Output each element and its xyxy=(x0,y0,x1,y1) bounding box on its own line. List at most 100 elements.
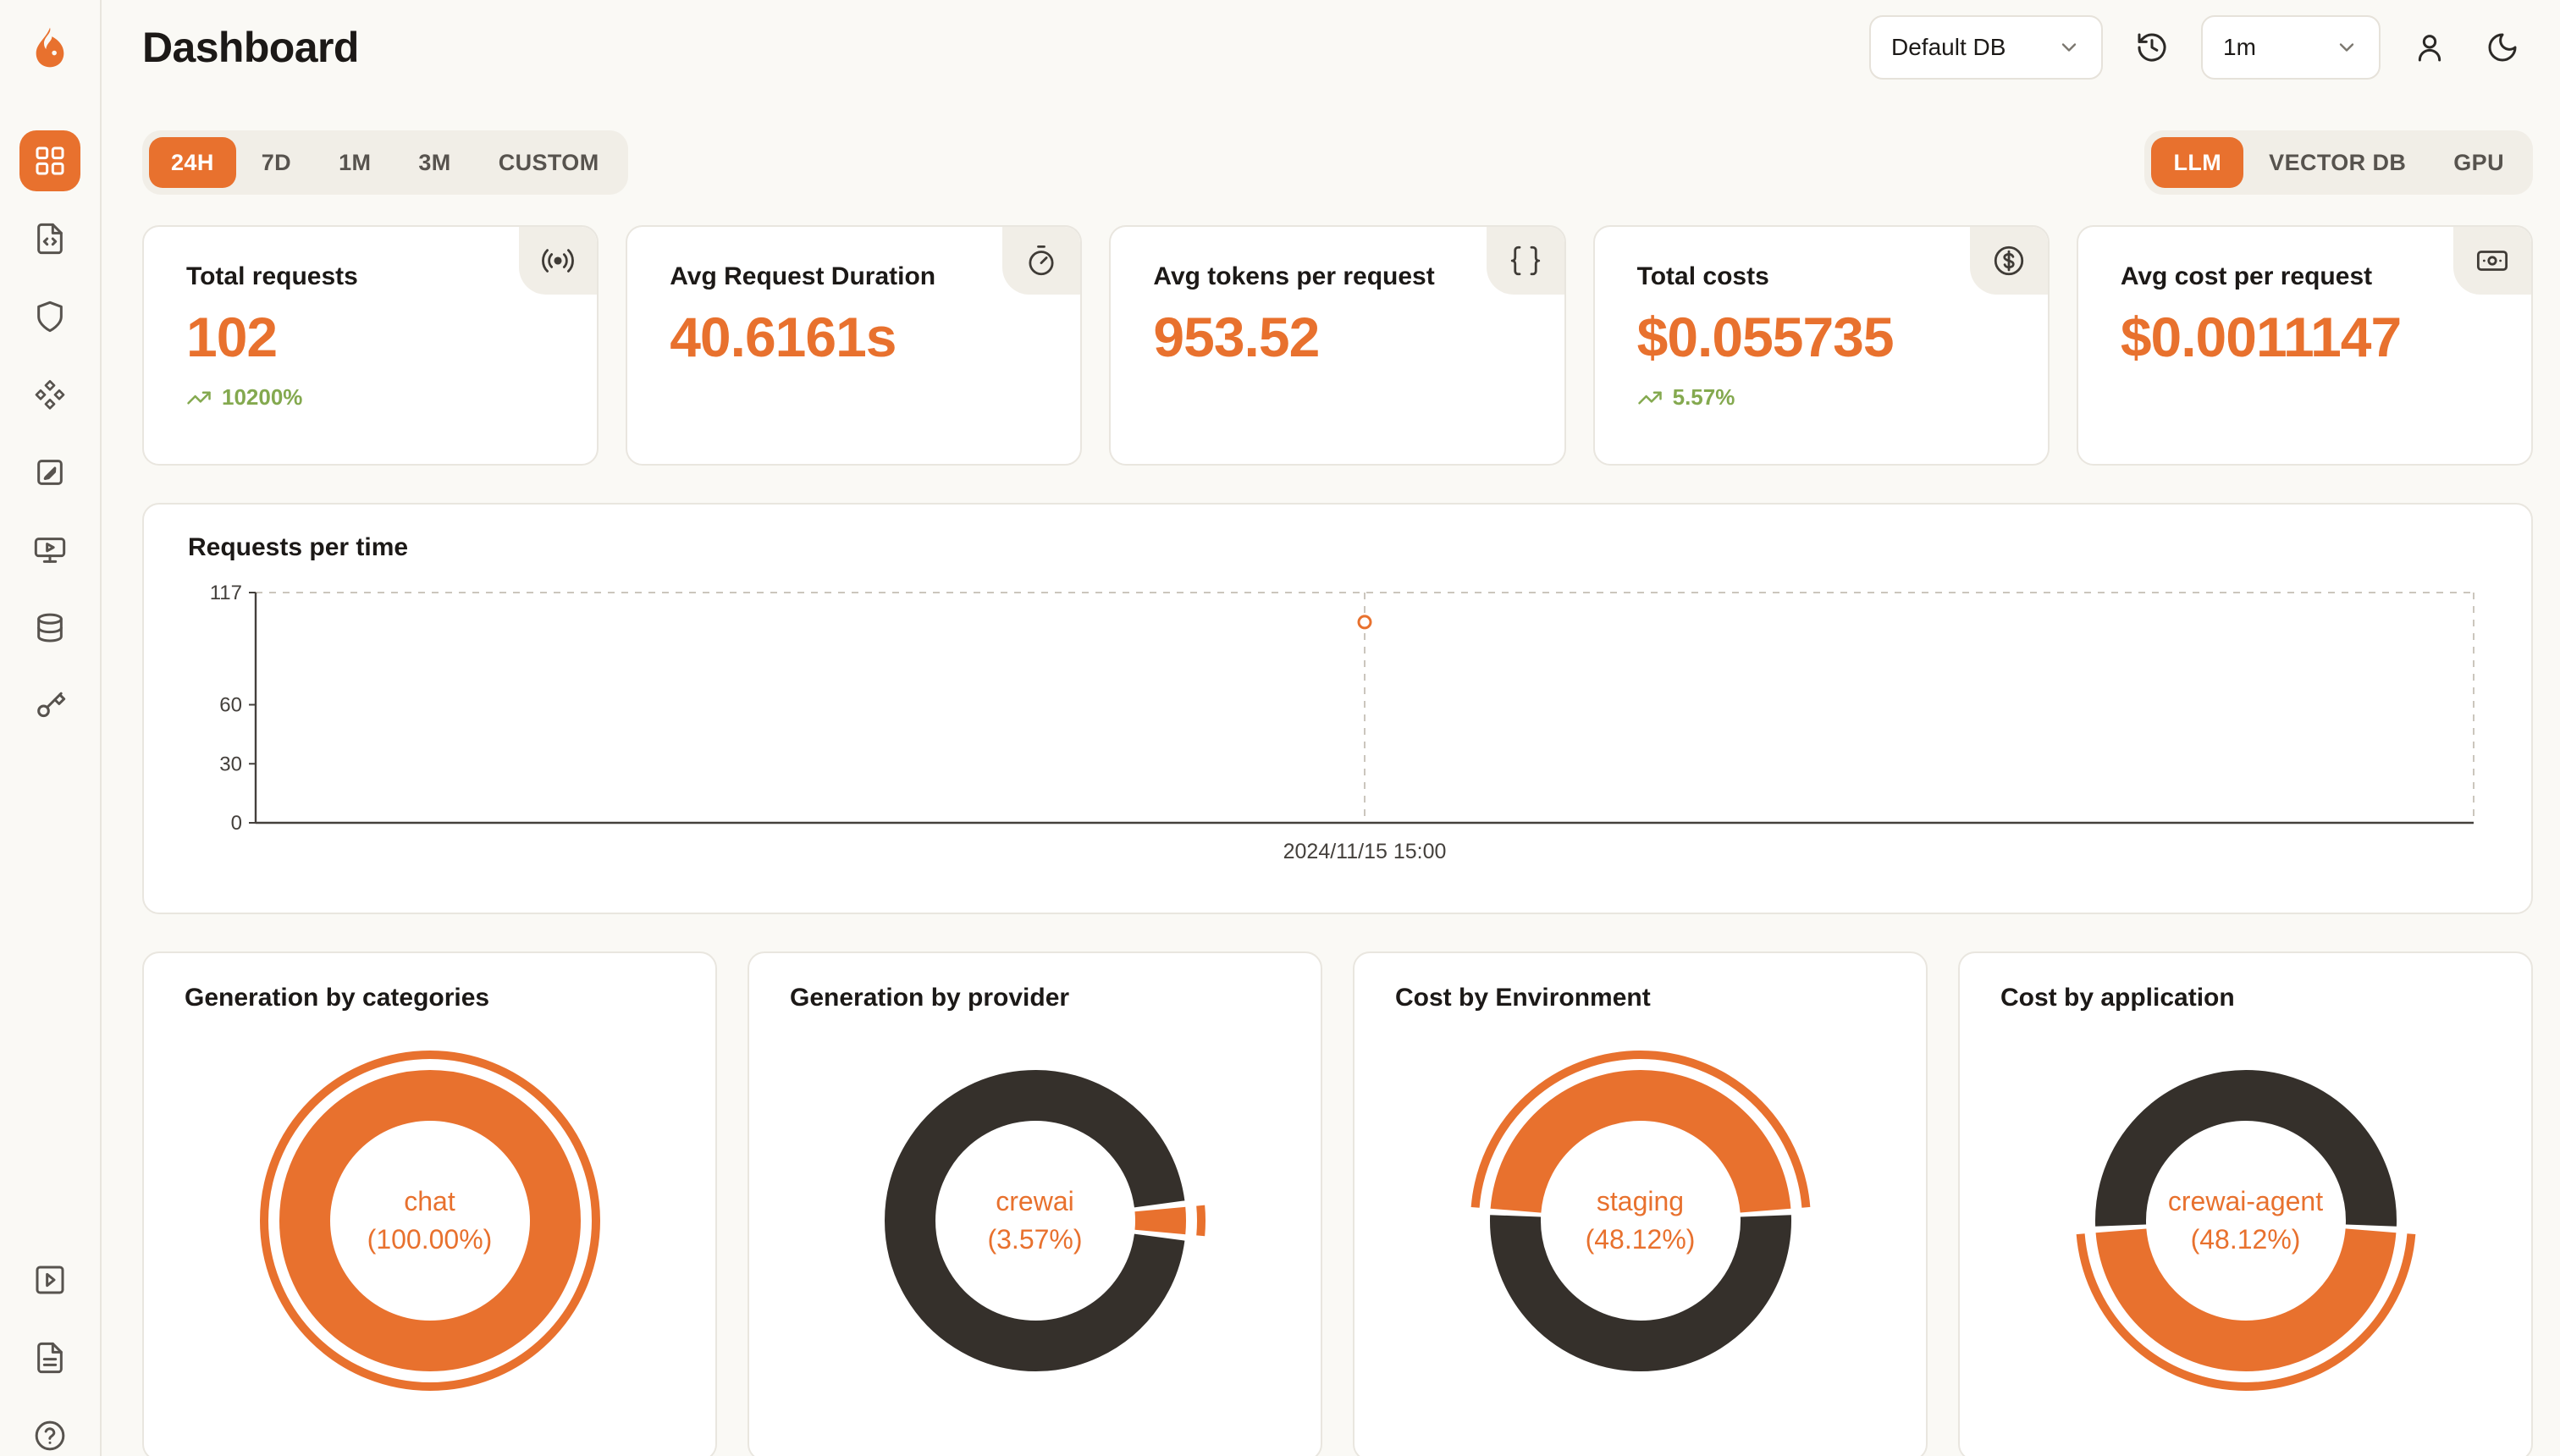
monitor-play-icon xyxy=(34,538,66,563)
stat-icon-tab xyxy=(1969,227,2048,295)
broadcast-icon xyxy=(542,249,575,273)
stat-value: $0.0011147 xyxy=(2120,306,2402,368)
flame-logo-icon xyxy=(36,27,64,68)
theme-toggle-button[interactable] xyxy=(2479,24,2526,71)
tab-24h[interactable]: 24H xyxy=(149,137,236,188)
stat-label: Total requests xyxy=(186,262,358,290)
sidebar-item-tutorials[interactable] xyxy=(19,1249,80,1310)
tab-custom[interactable]: CUSTOM xyxy=(477,137,621,188)
sidebar-item-models[interactable] xyxy=(19,364,80,425)
stat-card-total-costs: Total costs $0.055735 5.57% xyxy=(1592,225,2050,466)
sidebar-item-playground[interactable] xyxy=(19,520,80,581)
requests-line-chart: 0 30 60 117 2024/11/15 15:00 xyxy=(185,579,2494,884)
svg-text:30: 30 xyxy=(219,753,242,775)
tab-1m[interactable]: 1M xyxy=(317,137,393,188)
stat-icon-tab xyxy=(1486,227,1564,295)
svg-text:2024/11/15 15:00: 2024/11/15 15:00 xyxy=(1283,840,1447,863)
topbar-controls: Default DB 1m xyxy=(1869,15,2526,80)
stat-card-avg-cost: Avg cost per request $0.0011147 xyxy=(2076,225,2534,466)
donut-title: Cost by Environment xyxy=(1395,984,1651,1012)
tab-gpu[interactable]: GPU xyxy=(2431,137,2526,188)
tab-7d[interactable]: 7D xyxy=(240,137,313,188)
sidebar-item-dashboard[interactable] xyxy=(19,130,80,191)
sidebar-nav xyxy=(19,95,80,753)
history-icon xyxy=(2138,33,2166,62)
donut-title: Cost by application xyxy=(2000,984,2235,1012)
file-text-icon xyxy=(37,1342,63,1374)
dashboard-grid-icon xyxy=(36,146,64,175)
interval-select[interactable]: 1m xyxy=(2201,15,2381,80)
refresh-history-button[interactable] xyxy=(2128,24,2176,71)
moon-icon xyxy=(2488,33,2517,62)
cost-by-application-card: Cost by application crewai-agent (48.12%… xyxy=(1958,951,2533,1456)
stat-card-avg-duration: Avg Request Duration 40.6161s xyxy=(626,225,1083,466)
sidebar-item-traces[interactable] xyxy=(19,208,80,269)
sidebar-item-api-keys[interactable] xyxy=(19,676,80,736)
trend-up-icon xyxy=(1637,391,1662,404)
stat-icon-tab xyxy=(2453,227,2532,295)
sidebar-item-docs[interactable] xyxy=(19,1327,80,1388)
generation-by-provider-card: Generation by provider crewai (3.57%) xyxy=(748,951,1322,1456)
stat-delta: 10200% xyxy=(186,384,577,411)
application-donut-chart: crewai-agent (48.12%) xyxy=(2068,1043,2424,1398)
environment-donut-chart: staging (48.12%) xyxy=(1463,1043,1818,1398)
cost-by-environment-card: Cost by Environment staging (48.12%) xyxy=(1353,951,1928,1456)
key-icon xyxy=(37,692,66,718)
square-play-icon xyxy=(36,1266,64,1294)
braces-icon xyxy=(1510,245,1540,276)
controls-row: 24H 7D 1M 3M CUSTOM LLM VECTOR DB GPU xyxy=(142,130,2533,195)
stat-label: Avg Request Duration xyxy=(670,262,936,290)
stat-icon-tab xyxy=(519,227,598,295)
tab-3m[interactable]: 3M xyxy=(396,137,472,188)
stat-label: Total costs xyxy=(1636,262,1769,290)
sidebar-bottom-nav xyxy=(19,1249,80,1456)
db-select[interactable]: Default DB xyxy=(1869,15,2103,80)
stat-value: 102 xyxy=(186,306,278,368)
generation-by-categories-card: Generation by categories chat (100.00%) xyxy=(142,951,717,1456)
chart-title: Requests per time xyxy=(188,533,409,561)
stat-value: 40.6161s xyxy=(670,306,897,368)
main-content: 24H 7D 1M 3M CUSTOM LLM VECTOR DB GPU xyxy=(102,95,2560,1456)
user-button[interactable] xyxy=(2406,24,2453,71)
provider-donut-chart: crewai (3.57%) xyxy=(858,1043,1213,1398)
db-select-value: Default DB xyxy=(1891,34,2006,60)
donut-title: Generation by categories xyxy=(185,984,490,1012)
banknote-icon xyxy=(2476,251,2508,271)
categories-donut-chart: chat (100.00%) xyxy=(252,1043,608,1398)
stat-label: Avg cost per request xyxy=(2120,262,2373,290)
time-range-tabs: 24H 7D 1M 3M CUSTOM xyxy=(142,130,628,195)
svg-text:60: 60 xyxy=(219,694,242,717)
tab-vector-db[interactable]: VECTOR DB xyxy=(2247,137,2428,188)
app-logo[interactable] xyxy=(0,0,100,95)
sidebar-item-help[interactable] xyxy=(19,1405,80,1456)
file-code-icon xyxy=(37,223,63,255)
donut-title: Generation by provider xyxy=(790,984,1070,1012)
donut-row: Generation by categories chat (100.00%) … xyxy=(142,951,2533,1456)
interval-select-value: 1m xyxy=(2223,34,2256,60)
stat-value: 953.52 xyxy=(1153,306,1320,368)
svg-text:0: 0 xyxy=(231,812,242,835)
requests-per-time-card: Requests per time 0 30 60 117 2024/11/15 15:… xyxy=(142,503,2533,914)
mode-tabs: LLM VECTOR DB GPU xyxy=(2144,130,2533,195)
user-icon xyxy=(2418,35,2441,62)
shield-icon xyxy=(37,301,63,333)
sidebar-item-annotations[interactable] xyxy=(19,442,80,503)
svg-text:117: 117 xyxy=(210,582,242,604)
sidebar-item-security[interactable] xyxy=(19,286,80,347)
stat-label: Avg tokens per request xyxy=(1153,262,1435,290)
tab-llm[interactable]: LLM xyxy=(2151,137,2244,188)
trend-up-icon xyxy=(187,391,211,404)
stat-card-avg-tokens: Avg tokens per request 953.52 xyxy=(1109,225,1566,466)
dollar-icon xyxy=(1994,245,2023,276)
stat-value: $0.055735 xyxy=(1636,306,1895,368)
chevron-down-icon xyxy=(2339,43,2354,52)
chevron-down-icon xyxy=(2061,43,2077,52)
sidebar-item-datasets[interactable] xyxy=(19,598,80,659)
stat-card-total-requests: Total requests 102 10200% xyxy=(142,225,599,466)
stats-row: Total requests 102 10200% Avg Request Du… xyxy=(142,225,2534,466)
help-circle-icon xyxy=(35,1420,65,1451)
sidebar xyxy=(0,0,102,1456)
topbar: Dashboard Default DB 1m xyxy=(102,0,2560,95)
database-icon xyxy=(37,613,63,643)
